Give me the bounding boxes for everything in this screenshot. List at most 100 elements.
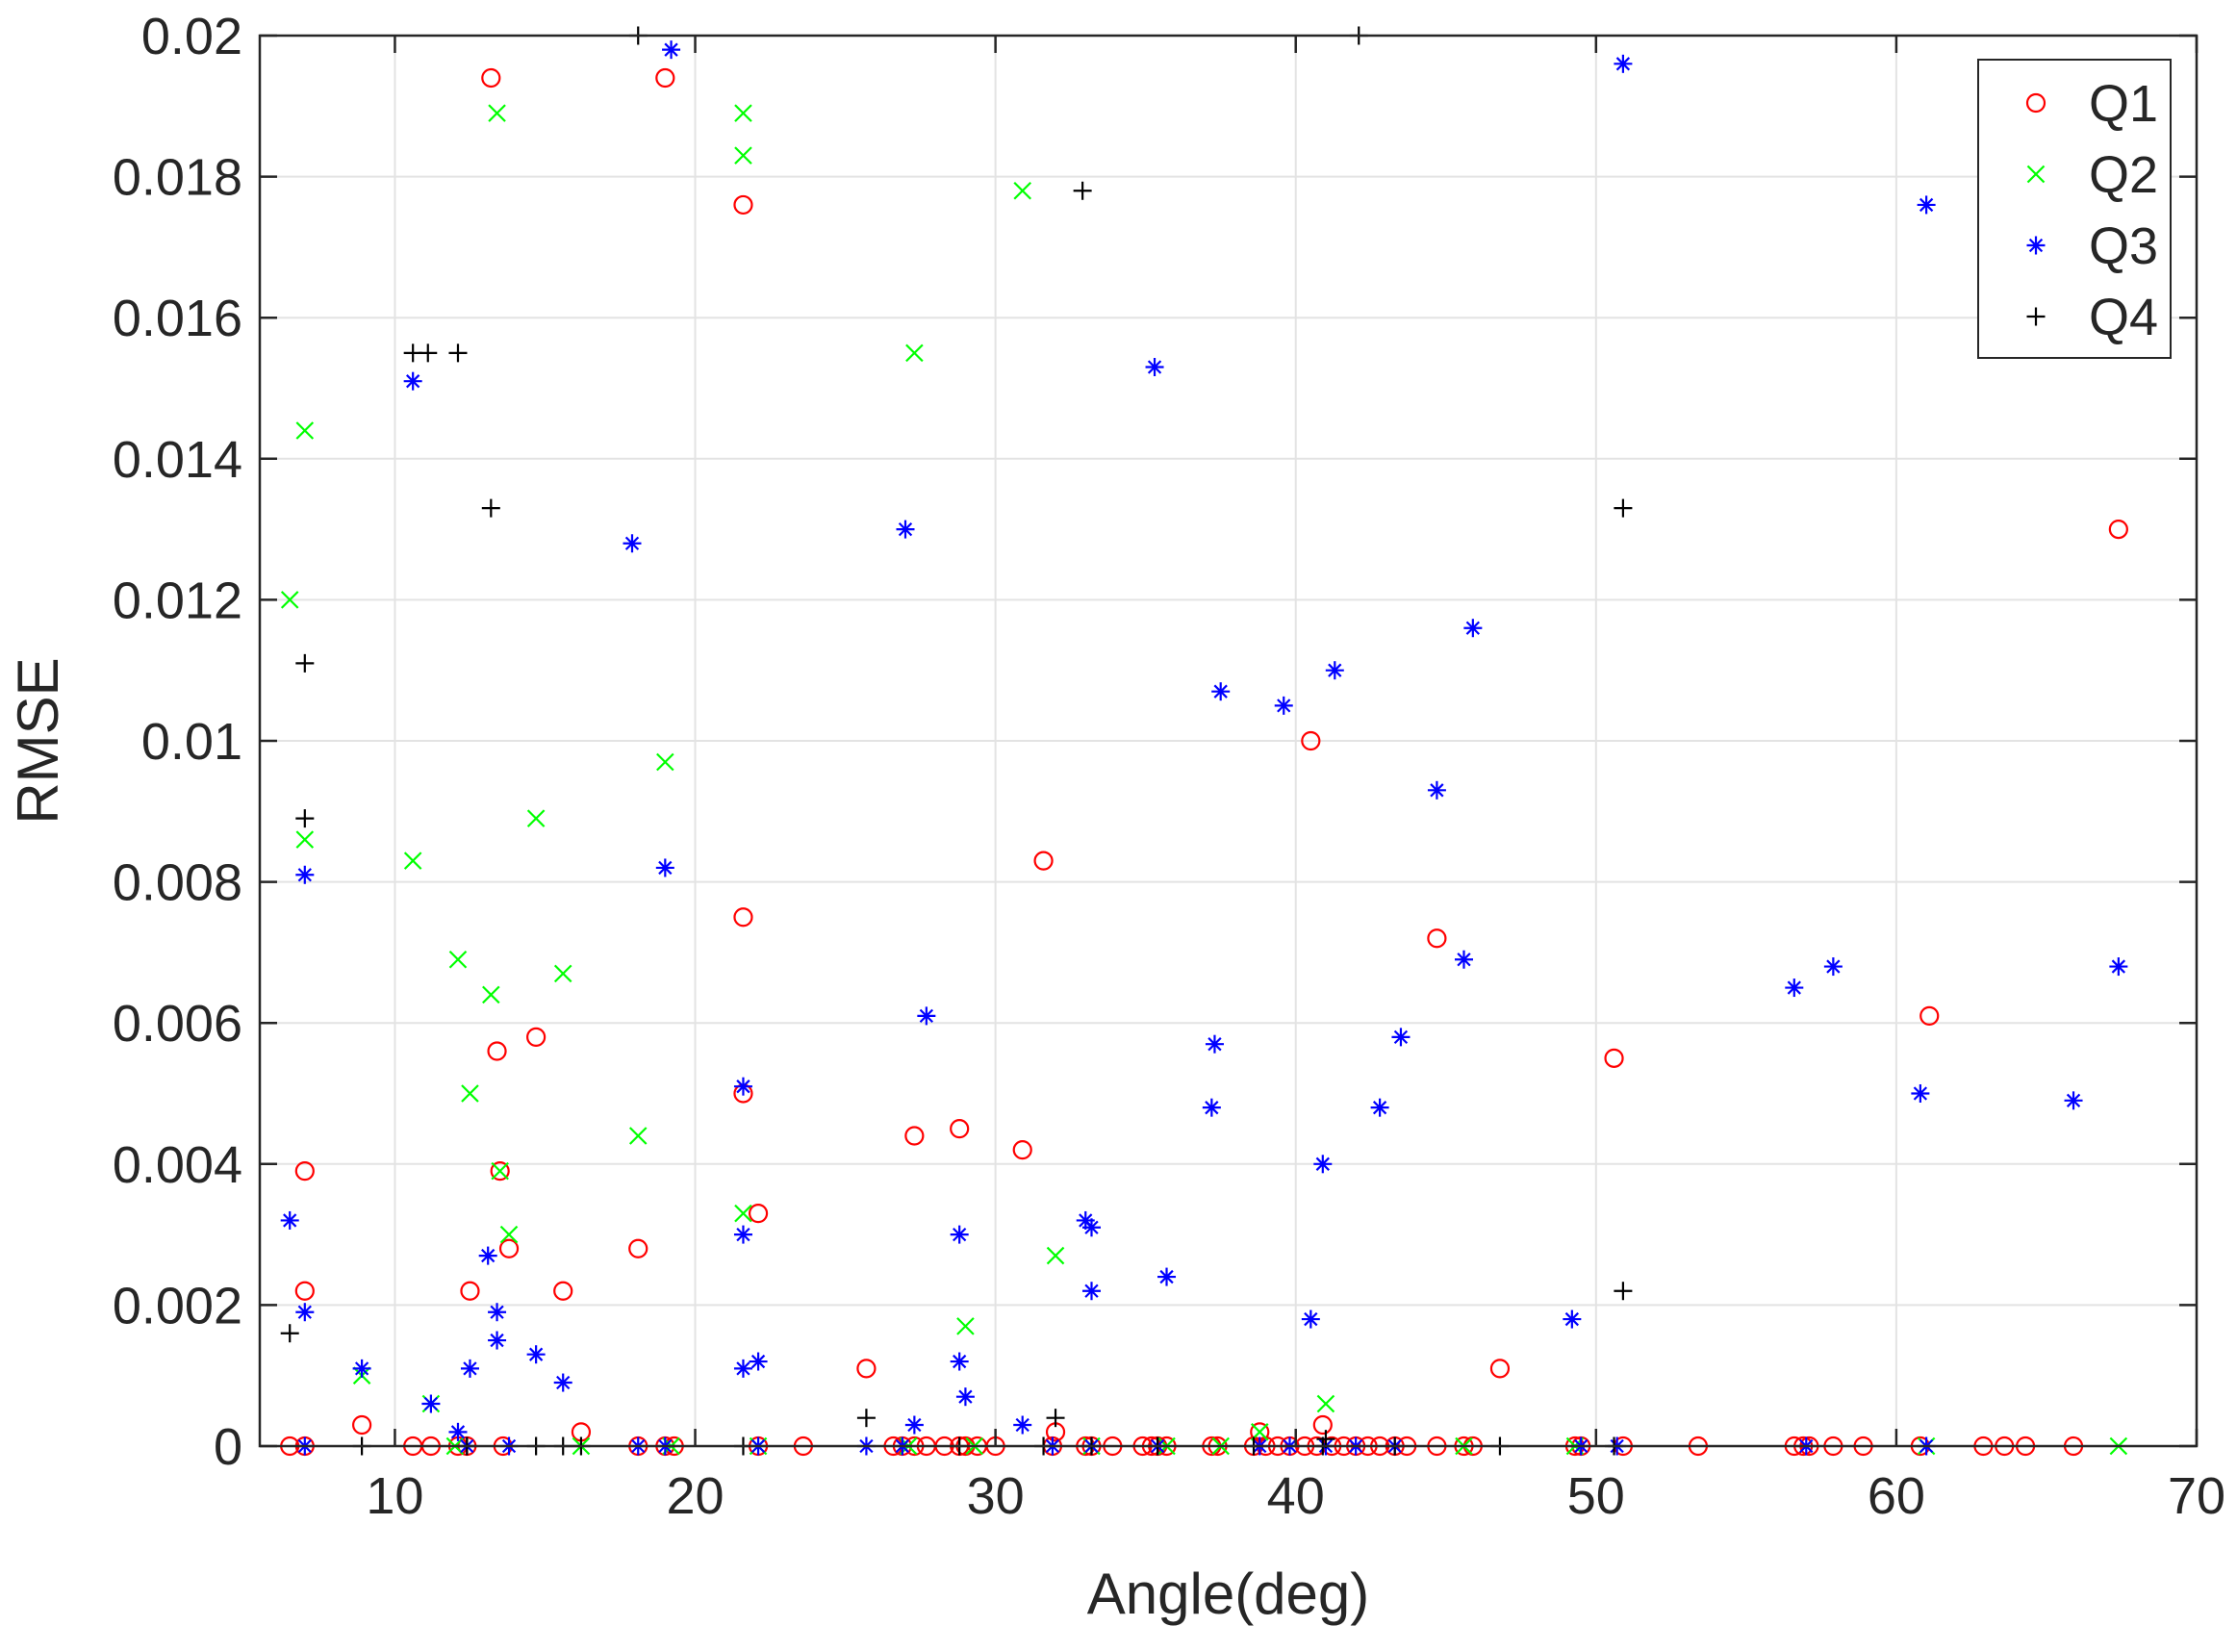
data-point-q3 xyxy=(950,1352,969,1371)
legend-label-q1: Q1 xyxy=(2089,75,2158,133)
data-point-q3 xyxy=(1313,1155,1333,1174)
legend-marker-q2 xyxy=(2026,165,2046,184)
data-point-q4 xyxy=(295,653,315,673)
data-point-q2 xyxy=(482,985,500,1004)
data-point-q3 xyxy=(478,1246,497,1265)
data-point-q3 xyxy=(352,1359,371,1378)
data-point-q4 xyxy=(1614,1282,1633,1301)
data-point-q1 xyxy=(1012,1140,1032,1160)
data-point-q3 xyxy=(1202,1098,1221,1117)
data-point-q3 xyxy=(488,1331,507,1350)
x-tick-label: 40 xyxy=(1267,1467,1325,1525)
data-point-q1 xyxy=(1301,730,1321,751)
data-point-q1 xyxy=(1919,1005,1940,1026)
data-point-q1 xyxy=(526,1027,547,1047)
data-point-q2 xyxy=(1013,181,1031,200)
data-point-q3 xyxy=(1370,1098,1389,1117)
data-point-q4 xyxy=(856,1409,876,1428)
data-point-q3 xyxy=(403,371,422,391)
data-point-q1 xyxy=(1033,851,1054,871)
data-point-q2 xyxy=(491,1161,509,1181)
data-point-q3 xyxy=(421,1394,441,1413)
x-tick-label: 20 xyxy=(666,1467,724,1525)
data-point-q3 xyxy=(1785,978,1804,998)
data-point-q1 xyxy=(490,1161,510,1182)
data-point-q3 xyxy=(1325,661,1344,680)
data-point-q2 xyxy=(448,950,468,969)
data-point-q3 xyxy=(2064,1091,2083,1110)
y-axis-label: RMSE xyxy=(6,657,70,824)
data-point-q1 xyxy=(856,1359,877,1379)
data-point-q1 xyxy=(1604,1048,1624,1068)
data-point-q2 xyxy=(499,1225,519,1244)
data-point-q3 xyxy=(1205,1034,1224,1054)
data-point-q3 xyxy=(1614,54,1633,73)
data-point-q1 xyxy=(294,1281,315,1301)
data-point-q3 xyxy=(896,520,915,539)
data-point-q2 xyxy=(280,591,299,609)
data-point-q4 xyxy=(448,343,468,363)
data-point-q3 xyxy=(1013,1415,1032,1435)
legend-box xyxy=(1977,59,2172,359)
data-point-q4 xyxy=(1614,498,1633,518)
y-tick-label: 0.016 xyxy=(113,290,242,347)
data-point-q3 xyxy=(655,858,674,877)
y-tick-label: 0.02 xyxy=(141,8,242,65)
data-point-q2 xyxy=(461,1084,479,1103)
data-point-q4 xyxy=(1046,1409,1065,1428)
data-point-q3 xyxy=(1076,1210,1095,1230)
data-point-q3 xyxy=(1211,682,1231,701)
data-point-q3 xyxy=(950,1225,969,1244)
data-point-q1 xyxy=(733,194,753,216)
data-point-q1 xyxy=(950,1119,970,1139)
data-point-q3 xyxy=(295,1303,315,1322)
data-point-q3 xyxy=(280,1210,299,1230)
data-point-q2 xyxy=(403,851,422,870)
data-point-q3 xyxy=(1391,1028,1411,1047)
x-tick-label: 30 xyxy=(967,1467,1025,1525)
data-point-q3 xyxy=(526,1345,546,1364)
data-point-q3 xyxy=(1301,1309,1320,1329)
data-point-q1 xyxy=(498,1238,520,1258)
data-point-q3 xyxy=(1145,358,1164,377)
data-point-q1 xyxy=(1427,928,1447,949)
data-point-q2 xyxy=(1316,1394,1335,1413)
data-point-q2 xyxy=(956,1317,975,1335)
data-point-q3 xyxy=(1563,1309,1582,1329)
legend: Q1 Q2 Q3 Q4 xyxy=(1977,59,2172,359)
data-point-q2 xyxy=(553,964,572,983)
data-point-q3 xyxy=(460,1359,479,1378)
data-point-q1 xyxy=(481,67,501,89)
axis-ticks: 10 20 30 40 50 60 70 0 0.002 0.004 0.006 0.008 0.01 0… xyxy=(113,8,2225,1525)
data-point-q3 xyxy=(662,40,681,60)
data-point-q1 xyxy=(628,1238,648,1258)
legend-label-q2: Q2 xyxy=(2089,146,2158,204)
data-point-q3 xyxy=(488,1303,507,1322)
data-point-q3 xyxy=(553,1373,572,1392)
data-point-q1 xyxy=(1489,1359,1511,1379)
data-point-q3 xyxy=(1081,1282,1101,1301)
data-point-q3 xyxy=(917,1006,936,1026)
y-tick-label: 0.012 xyxy=(113,572,242,629)
legend-marker-q1 xyxy=(2025,92,2046,114)
data-point-q1 xyxy=(294,1161,315,1182)
data-point-q2 xyxy=(656,752,674,772)
data-point-q3 xyxy=(295,865,315,884)
legend-marker-q3 xyxy=(2026,236,2046,255)
data-point-q3 xyxy=(1454,950,1473,969)
y-tick-label: 0 xyxy=(214,1418,242,1476)
data-point-q3 xyxy=(1157,1267,1177,1286)
data-point-q1 xyxy=(733,907,753,928)
legend-label-q4: Q4 xyxy=(2089,289,2158,346)
data-point-q2 xyxy=(734,104,752,122)
data-point-q3 xyxy=(749,1352,768,1371)
x-axis-label: Angle(deg) xyxy=(1087,1562,1370,1626)
data-point-q2 xyxy=(628,1127,648,1145)
x-tick-label: 50 xyxy=(1567,1467,1625,1525)
y-tick-label: 0.002 xyxy=(113,1277,242,1334)
data-point-q1 xyxy=(904,1126,925,1146)
data-point-q1 xyxy=(487,1041,507,1061)
data-point-q3 xyxy=(904,1415,924,1435)
